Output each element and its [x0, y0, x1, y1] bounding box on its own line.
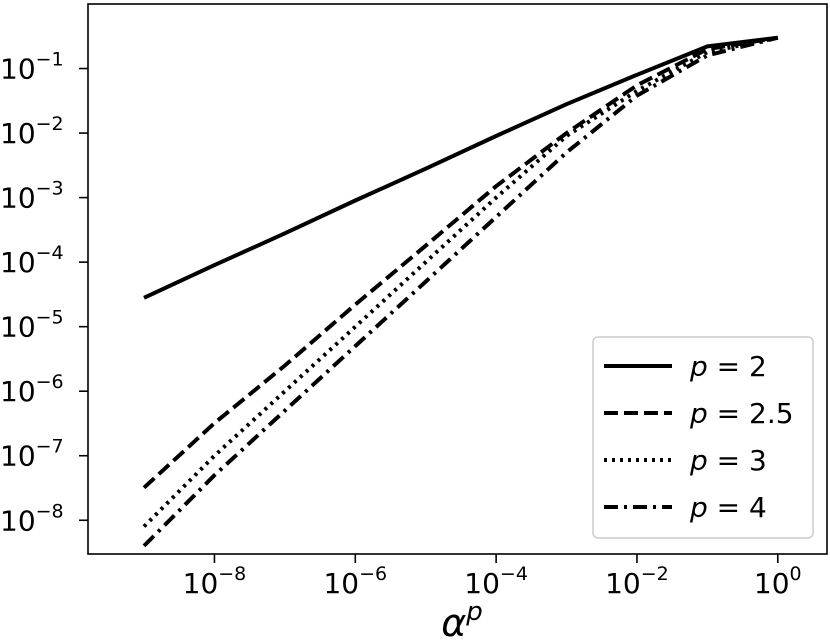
- y-axis-ticks: 10−8 10−7 10−6 10−5 10−4 10−3 10−2 10−1: [0, 49, 88, 537]
- y-tick-label: 10−4: [0, 242, 64, 279]
- x-tick-label: 10−8: [183, 563, 247, 600]
- legend-label-2: p = 2.5: [689, 397, 794, 430]
- legend-label-3: p = 3: [689, 444, 767, 477]
- series-line-2: [142, 35, 779, 490]
- x-tick-label: 100: [754, 563, 802, 600]
- series-line-1: [143, 35, 779, 300]
- legend: p = 2 p = 2.5 p = 3 p = 4: [592, 336, 814, 539]
- x-axis-label: αp: [441, 597, 483, 642]
- y-tick-label: 10−5: [0, 307, 64, 344]
- x-tick-label: 10−2: [605, 563, 669, 600]
- x-axis-ticks: 10−8 10−6 10−4 10−2 100: [183, 554, 802, 600]
- y-tick-label: 10−1: [0, 49, 64, 86]
- series-lines: [142, 35, 779, 548]
- x-tick-label: 10−4: [464, 563, 528, 600]
- y-tick-label: 10−3: [0, 178, 64, 215]
- series-line-4: [142, 35, 779, 548]
- y-tick-label: 10−7: [0, 436, 64, 473]
- legend-label-4: p = 4: [689, 491, 767, 524]
- y-tick-label: 10−8: [0, 500, 64, 537]
- y-tick-label: 10−6: [0, 371, 64, 408]
- series-line-3: [142, 35, 779, 528]
- legend-frame: [592, 336, 814, 539]
- legend-label-1: p = 2: [689, 350, 767, 383]
- y-tick-label: 10−2: [0, 113, 64, 150]
- plot-frame: [87, 3, 828, 555]
- x-tick-label: 10−6: [323, 563, 387, 600]
